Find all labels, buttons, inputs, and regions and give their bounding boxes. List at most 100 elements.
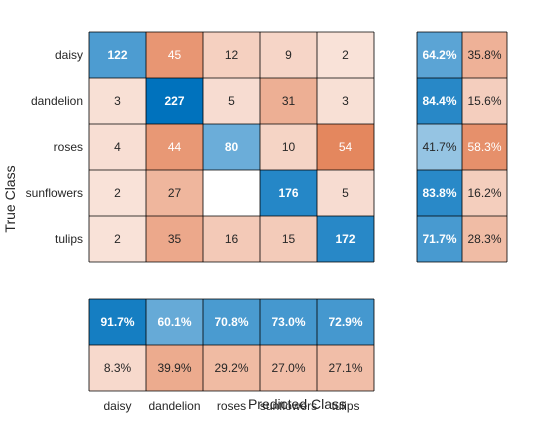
row-summary-value: 15.6% xyxy=(467,94,501,108)
matrix-cell-value: 31 xyxy=(282,94,296,108)
matrix-cell xyxy=(89,124,146,170)
matrix-cell xyxy=(317,170,374,216)
row-class-label: daisy xyxy=(55,48,83,62)
matrix-cell-empty xyxy=(203,170,260,216)
row-class-label: tulips xyxy=(55,232,83,246)
row-summary-cell xyxy=(417,170,462,216)
matrix-cell xyxy=(260,78,317,124)
column-summary-value: 29.2% xyxy=(214,361,248,375)
column-summary-value: 39.9% xyxy=(157,361,191,375)
column-class-labels: daisy dandelion roses sunflowers tulips xyxy=(103,399,359,413)
row-class-label: dandelion xyxy=(31,94,83,108)
matrix-cell-value: 12 xyxy=(225,48,239,62)
row-summary-cell xyxy=(462,170,507,216)
matrix-cell-value: 2 xyxy=(342,48,349,62)
matrix-cell-value: 10 xyxy=(282,140,296,154)
row-summary-cell xyxy=(417,124,462,170)
matrix-cell-value: 16 xyxy=(225,232,239,246)
column-summary-cell xyxy=(317,299,374,345)
matrix-cell xyxy=(260,170,317,216)
row-class-labels: daisy dandelion roses sunflowers tulips xyxy=(26,48,83,246)
matrix-cell xyxy=(203,216,260,262)
matrix-cell xyxy=(317,32,374,78)
matrix-cell xyxy=(146,170,203,216)
row-class-label: sunflowers xyxy=(26,186,83,200)
column-summary-cell xyxy=(203,345,260,391)
row-summary-value: 58.3% xyxy=(467,140,501,154)
matrix-cell xyxy=(146,216,203,262)
column-summary-cell xyxy=(89,299,146,345)
matrix-cell-value: 2 xyxy=(114,186,121,200)
row-summary-grid: 64.2% 35.8% 84.4% 15.6% 41.7% 58.3% 83.8% 16.2%… xyxy=(416,31,508,263)
row-summary-cell xyxy=(462,216,507,262)
matrix-cell xyxy=(146,78,203,124)
column-class-label: daisy xyxy=(103,399,131,413)
matrix-cell-value: 3 xyxy=(114,94,121,108)
column-summary-cell xyxy=(146,345,203,391)
matrix-cell xyxy=(203,124,260,170)
matrix-cell-value: 54 xyxy=(339,140,353,154)
row-summary-value: 41.7% xyxy=(422,140,456,154)
matrix-cell-value: 3 xyxy=(342,94,349,108)
column-summary-cell xyxy=(203,299,260,345)
column-summary-value: 73.0% xyxy=(271,315,305,329)
column-summary-cell xyxy=(89,345,146,391)
row-summary-value: 84.4% xyxy=(422,94,456,108)
matrix-cell xyxy=(317,78,374,124)
matrix-cell-value: 80 xyxy=(225,140,239,154)
matrix-cell xyxy=(146,32,203,78)
row-summary-value: 28.3% xyxy=(467,232,501,246)
matrix-cell-value: 5 xyxy=(228,94,235,108)
column-summary-cell xyxy=(260,299,317,345)
matrix-cell-value: 122 xyxy=(107,48,127,62)
column-summary-value: 91.7% xyxy=(100,315,134,329)
matrix-cell xyxy=(89,78,146,124)
matrix-cell xyxy=(89,216,146,262)
matrix-cell xyxy=(89,32,146,78)
column-summary-value: 72.9% xyxy=(328,315,362,329)
matrix-cell-value: 2 xyxy=(114,232,121,246)
matrix-cell xyxy=(317,216,374,262)
matrix-cell-value: 35 xyxy=(168,232,182,246)
row-summary-cell xyxy=(462,124,507,170)
row-summary-cell xyxy=(417,32,462,78)
row-summary-value: 16.2% xyxy=(467,186,501,200)
column-summary-cell xyxy=(260,345,317,391)
row-summary-cell xyxy=(462,78,507,124)
column-class-label: roses xyxy=(217,399,246,413)
matrix-cell-value: 5 xyxy=(342,186,349,200)
row-summary-value: 35.8% xyxy=(467,48,501,62)
column-summary-value: 27.0% xyxy=(271,361,305,375)
matrix-cell-value: 44 xyxy=(168,140,182,154)
matrix-cell-value: 27 xyxy=(168,186,182,200)
y-axis-label: True Class xyxy=(2,165,18,232)
column-summary-value: 8.3% xyxy=(104,361,132,375)
column-summary-value: 27.1% xyxy=(328,361,362,375)
column-summary-cell xyxy=(146,299,203,345)
column-class-label: sunflowers xyxy=(260,399,317,413)
matrix-cell-value: 15 xyxy=(282,232,296,246)
column-summary-grid: 91.7% 60.1% 70.8% 73.0% 72.9% 8.3% 39.9% 29.2% 2… xyxy=(88,298,375,392)
row-summary-cell xyxy=(417,78,462,124)
row-summary-cell xyxy=(417,216,462,262)
x-axis-label: Predicted Class xyxy=(248,396,346,412)
matrix-cell-value: 4 xyxy=(114,140,121,154)
column-class-label: tulips xyxy=(331,399,359,413)
matrix-cell-value: 227 xyxy=(164,94,184,108)
column-summary-value: 60.1% xyxy=(157,315,191,329)
row-summary-value: 71.7% xyxy=(422,232,456,246)
column-class-label: dandelion xyxy=(148,399,200,413)
matrix-cell xyxy=(260,124,317,170)
matrix-cell-value: 176 xyxy=(278,186,298,200)
matrix-cell xyxy=(260,32,317,78)
column-summary-value: 70.8% xyxy=(214,315,248,329)
matrix-cell xyxy=(203,78,260,124)
row-summary-cell xyxy=(462,32,507,78)
row-class-label: roses xyxy=(54,140,83,154)
matrix-cell xyxy=(89,170,146,216)
row-summary-value: 83.8% xyxy=(422,186,456,200)
confusion-matrix-grid: 122 45 12 9 23 227 5 31 34 44 80 10 542 27 176 52 35 16 15… xyxy=(88,31,375,263)
column-summary-cell xyxy=(317,345,374,391)
